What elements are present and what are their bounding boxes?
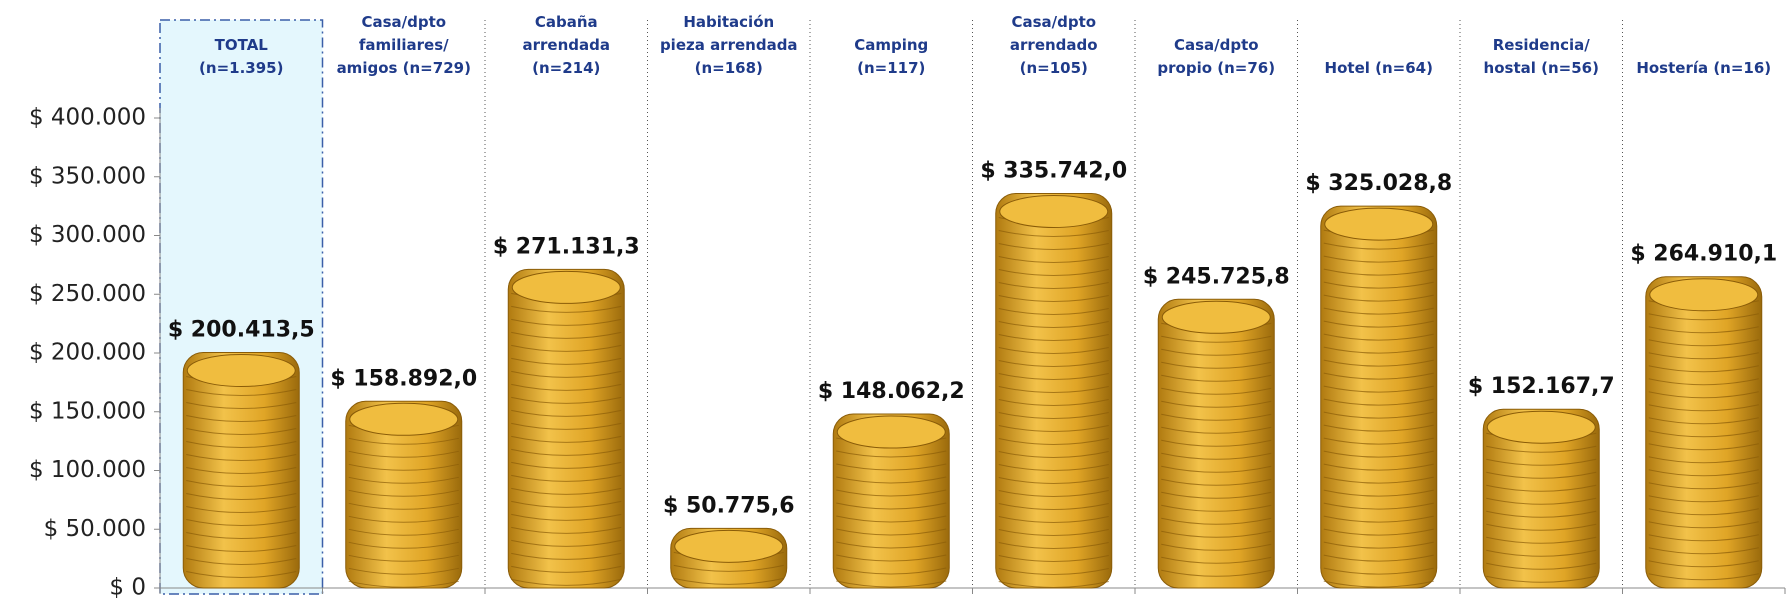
y-tick-label: $ 300.000 — [29, 222, 146, 248]
value-label: $ 264.910,1 — [1630, 242, 1777, 267]
chart: $ 0 $ 50.000 $ 100.000 $ 150.000 $ 200.000 $ … — [0, 0, 1790, 599]
coin-top — [1650, 279, 1758, 311]
bar — [508, 269, 624, 588]
category-label: Casa/dpto propio (n=76) — [1135, 0, 1298, 80]
y-tick-label: $ 50.000 — [44, 516, 146, 542]
category-label: Residencia/ hostal (n=56) — [1460, 0, 1623, 80]
coin-top — [1162, 301, 1270, 333]
category-label: Hotel (n=64) — [1298, 0, 1461, 80]
coin-top — [187, 355, 295, 387]
category-label: Habitación pieza arrendada (n=168) — [648, 0, 811, 80]
value-label: $ 271.131,3 — [493, 234, 640, 259]
value-label: $ 200.413,5 — [168, 318, 315, 343]
y-tick-label: $ 400.000 — [29, 105, 146, 131]
coin-top — [1000, 196, 1108, 228]
category-label: Casa/dpto familiares/ amigos (n=729) — [323, 0, 486, 80]
y-tick-label: $ 250.000 — [29, 281, 146, 307]
category-label: Cabaña arrendada (n=214) — [485, 0, 648, 80]
value-label: $ 50.775,6 — [663, 493, 795, 518]
y-tick-label: $ 150.000 — [29, 398, 146, 424]
category-label: TOTAL (n=1.395) — [160, 0, 323, 80]
coin-top — [837, 416, 945, 448]
y-tick-label: $ 0 — [109, 575, 146, 599]
value-label: $ 245.725,8 — [1143, 264, 1290, 289]
value-label: $ 158.892,0 — [330, 366, 477, 391]
y-tick-label: $ 100.000 — [29, 457, 146, 483]
category-label: Camping (n=117) — [810, 0, 973, 80]
value-label: $ 335.742,0 — [980, 159, 1127, 184]
value-label: $ 325.028,8 — [1305, 171, 1452, 196]
coin-top — [512, 271, 620, 303]
coin-top — [675, 530, 783, 562]
category-label: Casa/dpto arrendado (n=105) — [973, 0, 1136, 80]
page: $ 0 $ 50.000 $ 100.000 $ 150.000 $ 200.000 $ … — [0, 0, 1790, 599]
coin-top — [1325, 208, 1433, 240]
bar — [1321, 206, 1437, 588]
value-label: $ 152.167,7 — [1468, 374, 1615, 399]
bar — [1646, 277, 1762, 588]
y-tick-label: $ 200.000 — [29, 340, 146, 366]
coin-top — [350, 403, 458, 435]
y-tick-label: $ 350.000 — [29, 163, 146, 189]
value-label: $ 148.062,2 — [818, 379, 965, 404]
coin-top — [1487, 411, 1595, 443]
category-label: Hostería (n=16) — [1623, 0, 1786, 80]
bar — [996, 194, 1112, 588]
